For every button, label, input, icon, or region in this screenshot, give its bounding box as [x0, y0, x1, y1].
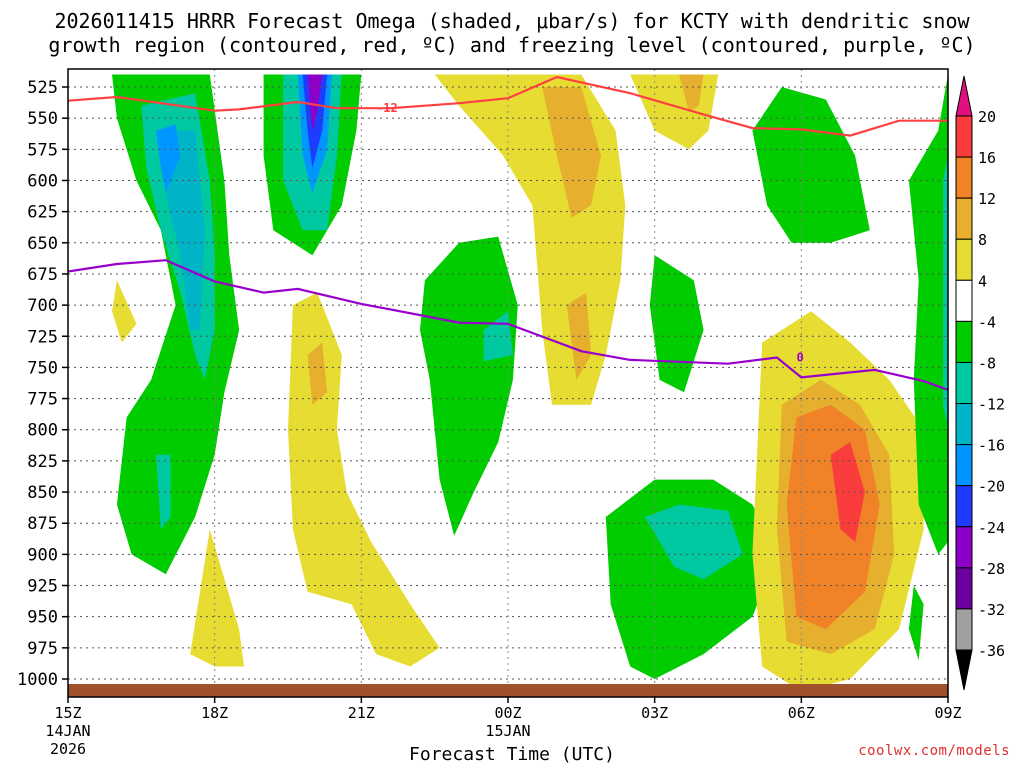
- colorbar-label-1: 16: [978, 149, 996, 167]
- shade-gold-mid: [542, 87, 601, 218]
- colorbar-label-0: 20: [978, 108, 996, 126]
- grid-layer: [68, 69, 948, 697]
- shade-green-strip-03z: [649, 255, 704, 393]
- colorbar-box-12: [955, 608, 973, 651]
- y-tick-label-975: 975: [27, 639, 58, 659]
- colorbar-label-7: -12: [978, 396, 1005, 414]
- shade-green-right: [752, 87, 870, 243]
- shade-teal-lowleft: [156, 454, 171, 530]
- y-tick-label-1000: 1000: [17, 670, 58, 690]
- shade-yellow-21z: [288, 292, 440, 667]
- y-tick-label-600: 600: [27, 171, 58, 191]
- colorbar-label-4: 4: [978, 272, 987, 290]
- shade-green-far-right: [908, 74, 948, 555]
- colorbar-label-6: -8: [978, 354, 996, 372]
- colorbar-box-2: [955, 197, 973, 240]
- y-tick-label-700: 700: [27, 296, 58, 316]
- colorbar-box-5: [955, 320, 973, 363]
- colorbar-label-13: -36: [978, 642, 1005, 660]
- colorbar-bottom-arrow: [955, 649, 973, 691]
- y-tick-label-650: 650: [27, 234, 58, 254]
- y-tick-label-725: 725: [27, 327, 58, 347]
- contour-freezing-level-0C: [68, 259, 948, 391]
- colorbar-box-6: [955, 361, 973, 405]
- x-tick-label-03Z: 03Z: [641, 704, 668, 722]
- colorbar-box-1: [955, 156, 973, 199]
- shade-yellow-lowleft: [190, 529, 244, 667]
- y-tick-label-525: 525: [27, 78, 58, 98]
- omega-shading-layer: [112, 74, 948, 692]
- shade-red-core: [830, 442, 865, 542]
- y-tick-label-925: 925: [27, 577, 58, 597]
- x-tick-label-18Z: 18Z: [201, 704, 228, 722]
- x-tick-label-09Z: 09Z: [934, 704, 961, 722]
- x-tick-sub2-15Z: 2026: [50, 740, 86, 758]
- shade-green-far-right-small: [908, 585, 924, 661]
- contour-label-zero: 0: [796, 350, 803, 364]
- y-tick-label-825: 825: [27, 452, 58, 472]
- colorbar: 20 16 12 8 4 -4 -8 -12 -16 -20 -24 -28 -32 -36: [955, 75, 1005, 691]
- shade-orange-right: [786, 404, 880, 630]
- contour-dendritic-growth-minus12C: [68, 75, 948, 137]
- x-tick-label-00Z: 00Z: [494, 704, 521, 722]
- colorbar-box-11: [955, 567, 973, 610]
- contour-layer: [68, 75, 948, 391]
- shade-purple-core: [307, 74, 323, 131]
- colorbar-box-9: [955, 485, 973, 528]
- colorbar-label-11: -28: [978, 560, 1005, 578]
- colorbar-label-9: -20: [978, 478, 1005, 496]
- contour-label-minus12: -12: [376, 101, 398, 115]
- colorbar-top-arrow: [955, 75, 973, 117]
- x-tick-label-06Z: 06Z: [788, 704, 815, 722]
- colorbar-label-10: -24: [978, 519, 1005, 537]
- y-tick-label-800: 800: [27, 421, 58, 441]
- y-tick-label-950: 950: [27, 608, 58, 628]
- x-tick-sub1-00Z: 15JAN: [485, 722, 530, 740]
- y-tick-label-550: 550: [27, 109, 58, 129]
- y-tick-label-875: 875: [27, 514, 58, 534]
- shade-gold-upper-right: [679, 74, 704, 112]
- colorbar-box-7: [955, 403, 973, 446]
- colorbar-label-8: -16: [978, 437, 1005, 455]
- colorbar-box-0: [955, 115, 973, 158]
- x-axis-title: Forecast Time (UTC): [409, 744, 615, 765]
- x-tick-label-15Z: 15Z: [54, 704, 81, 722]
- y-tick-label-775: 775: [27, 390, 58, 410]
- colorbar-label-5: -4: [978, 313, 996, 331]
- chart-title-line-1: 2026011415 HRRR Forecast Omega (shaded, …: [54, 9, 970, 33]
- colorbar-box-10: [955, 526, 973, 569]
- colorbar-label-3: 8: [978, 231, 987, 249]
- shade-green-mid: [420, 236, 518, 536]
- shade-gold-21z: [307, 342, 328, 405]
- colorbar-box-3: [955, 238, 973, 281]
- x-tick-label-21Z: 21Z: [348, 704, 375, 722]
- shade-yellow-upper-right: [630, 74, 719, 150]
- shade-blue-20z: [302, 74, 328, 168]
- y-tick-label-900: 900: [27, 545, 58, 565]
- shade-lightblue-left: [156, 124, 181, 193]
- y-tick-label-575: 575: [27, 140, 58, 160]
- colorbar-box-8: [955, 444, 973, 487]
- y-tick-label-850: 850: [27, 483, 58, 503]
- shade-teal-far-right: [943, 155, 948, 430]
- x-tick-sub1-15Z: 14JAN: [45, 722, 90, 740]
- chart-title-line-2: growth region (contoured, red, ºC) and f…: [48, 33, 976, 57]
- ground-surface: [68, 684, 948, 697]
- y-tick-label-675: 675: [27, 265, 58, 285]
- colorbar-label-12: -32: [978, 601, 1005, 619]
- contour-labels: -12 0: [376, 101, 804, 364]
- site-credit[interactable]: coolwx.com/models: [858, 743, 1010, 759]
- y-axis: 525 550 575 600 625 650 675 700 725 750 775 800 825 8…: [17, 78, 68, 690]
- y-tick-label-750: 750: [27, 358, 58, 378]
- y-tick-label-625: 625: [27, 203, 58, 223]
- colorbar-label-2: 12: [978, 190, 996, 208]
- colorbar-box-4: [955, 279, 973, 322]
- shade-yellow-16z: [112, 280, 137, 343]
